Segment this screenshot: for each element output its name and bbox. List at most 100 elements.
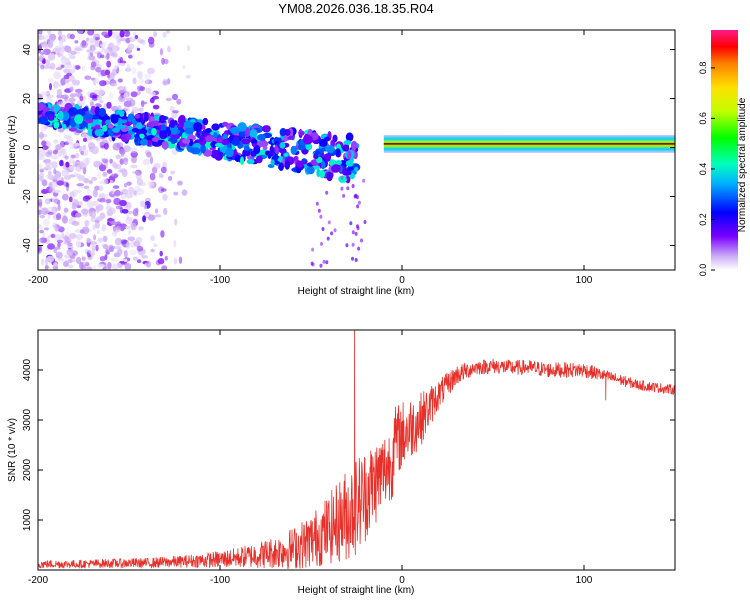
band-cell [250, 139, 258, 144]
noise-cell [42, 43, 49, 49]
band-cell [139, 128, 148, 135]
band-cell [160, 124, 167, 132]
tail-cell [317, 208, 321, 213]
noise-cell [80, 150, 85, 156]
noise-cell [146, 151, 152, 158]
noise-cell [136, 178, 143, 186]
noise-cell [119, 199, 127, 207]
band-cell [91, 114, 101, 120]
noise-cell [47, 211, 54, 215]
noise-cell [119, 158, 124, 165]
noise-cell [90, 61, 97, 68]
band-cell [343, 140, 352, 145]
noise-cell [117, 191, 124, 196]
y-tick-label: 2000 [22, 458, 33, 481]
noise-cell [167, 45, 171, 53]
colorbar-tick-label: 0.2 [698, 213, 708, 226]
noise-cell [46, 255, 55, 263]
noise-cell [57, 128, 65, 133]
tail-cell [351, 230, 355, 235]
y-tick-label: 1000 [22, 508, 33, 531]
noise-cell [162, 78, 168, 86]
noise-cell [56, 180, 64, 186]
noise-cell [41, 145, 49, 150]
noise-cell [74, 142, 80, 147]
tail-cell [322, 259, 326, 264]
snr-x-ticks: -200 -100 0 100 [28, 330, 593, 586]
noise-cell [57, 241, 61, 248]
noise-cell [131, 37, 135, 42]
noise-cell [106, 52, 110, 60]
noise-cell [84, 75, 92, 80]
colorbar-tick-label: 0.0 [698, 264, 708, 277]
noise-cell [171, 93, 179, 101]
band-cell [205, 135, 214, 143]
noise-cell [81, 256, 86, 261]
band-cell [158, 115, 166, 124]
noise-cell [81, 226, 90, 235]
noise-cell [123, 258, 128, 262]
band-cell [345, 132, 354, 142]
band-cell [193, 122, 203, 132]
noise-cell [74, 40, 79, 44]
noise-cell [61, 215, 68, 224]
noise-cell [44, 265, 50, 269]
band-cell [326, 171, 333, 182]
noise-cell [52, 223, 61, 231]
noise-cell [64, 254, 70, 259]
noise-cell [77, 161, 84, 165]
tail-cell [327, 220, 331, 225]
tail-cell [325, 190, 329, 195]
noise-cell [90, 241, 96, 249]
spectrogram-y-ticks: -40 -20 0 20 40 [22, 44, 675, 253]
noise-cell [87, 39, 93, 46]
noise-cell [44, 227, 49, 231]
band-cell [287, 135, 294, 140]
band-cell [48, 114, 53, 121]
noise-cell [40, 125, 48, 132]
noise-cell [133, 190, 137, 196]
noise-cell [108, 207, 116, 215]
noise-cell [51, 155, 59, 160]
noise-cell [85, 261, 90, 267]
band-cell [116, 110, 125, 115]
noise-cell [136, 85, 144, 91]
noise-cell [67, 264, 74, 269]
noise-cell [136, 89, 141, 96]
noise-cell [95, 78, 99, 84]
noise-cell [99, 80, 107, 87]
noise-cell [136, 259, 142, 264]
band-cell [83, 106, 89, 112]
noise-cell [117, 85, 125, 91]
noise-cell [149, 184, 156, 190]
noise-cell [111, 231, 118, 237]
noise-cell [122, 157, 129, 166]
noise-cell [115, 226, 122, 230]
noise-cell [131, 155, 137, 164]
noise-cell [104, 178, 109, 185]
noise-cell [111, 161, 117, 167]
noise-cell [125, 216, 133, 225]
tail-cell [325, 260, 329, 265]
noise-cell [57, 53, 64, 57]
noise-cell [125, 225, 131, 229]
noise-cell [160, 166, 167, 174]
spectrogram-frame [37, 29, 676, 271]
noise-cell [115, 205, 121, 210]
noise-cell [67, 242, 73, 247]
x-tick-label: 0 [399, 275, 405, 286]
noise-cell [47, 53, 56, 61]
noise-cell [112, 263, 119, 270]
noise-cell [40, 207, 49, 215]
noise-cell [157, 258, 165, 265]
noise-cell [167, 176, 173, 181]
noise-cell [92, 224, 96, 231]
noise-cell [81, 133, 88, 138]
noise-cell [47, 149, 53, 155]
noise-cell [51, 161, 58, 169]
noise-cell [64, 63, 73, 69]
tail-cell [351, 242, 355, 247]
band-cell [62, 123, 67, 130]
